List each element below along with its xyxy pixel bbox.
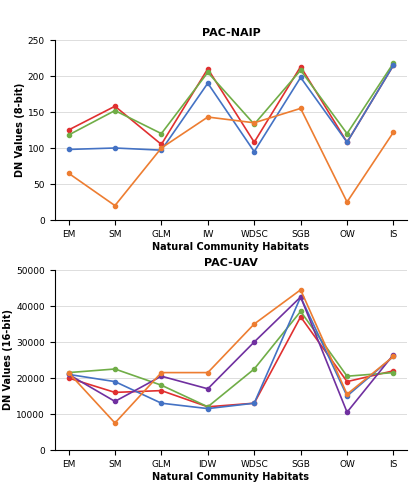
RE xyxy=(298,294,303,300)
NIR xyxy=(344,199,349,205)
G xyxy=(113,366,118,372)
G xyxy=(391,60,396,66)
G xyxy=(66,132,71,138)
RE xyxy=(344,409,349,415)
R xyxy=(205,404,210,410)
G xyxy=(252,121,257,127)
Line: NIR: NIR xyxy=(66,288,396,425)
NIR xyxy=(113,202,118,208)
B xyxy=(298,294,303,300)
G xyxy=(252,366,257,372)
B xyxy=(113,145,118,151)
NIR xyxy=(205,114,210,120)
Title: PAC-NAIP: PAC-NAIP xyxy=(202,28,260,38)
RE xyxy=(205,386,210,392)
G xyxy=(344,130,349,136)
G xyxy=(159,382,164,388)
B xyxy=(205,406,210,411)
X-axis label: Natural Community Habitats: Natural Community Habitats xyxy=(152,472,310,482)
B xyxy=(159,147,164,153)
RE xyxy=(113,398,118,404)
B xyxy=(391,62,396,68)
G xyxy=(205,404,210,410)
Line: R: R xyxy=(66,63,396,146)
Line: NIR: NIR xyxy=(66,106,396,208)
NIR xyxy=(159,370,164,376)
R xyxy=(344,378,349,384)
Legend: R, G, B, NIR: R, G, B, NIR xyxy=(150,279,312,296)
R xyxy=(391,368,396,374)
R xyxy=(66,127,71,133)
B xyxy=(252,400,257,406)
G xyxy=(66,370,71,376)
Y-axis label: DN Values (8-bit): DN Values (8-bit) xyxy=(15,83,25,177)
R xyxy=(113,103,118,109)
R xyxy=(298,314,303,320)
NIR xyxy=(66,370,71,376)
RE xyxy=(159,373,164,379)
NIR xyxy=(66,170,71,176)
NIR xyxy=(298,106,303,112)
B xyxy=(252,148,257,154)
RE xyxy=(66,372,71,378)
X-axis label: Natural Community Habitats: Natural Community Habitats xyxy=(152,242,310,252)
Y-axis label: DN Values (16-bit): DN Values (16-bit) xyxy=(3,310,13,410)
NIR xyxy=(252,321,257,327)
B xyxy=(205,80,210,86)
B xyxy=(344,393,349,399)
B xyxy=(159,400,164,406)
Line: RE: RE xyxy=(66,295,396,414)
NIR xyxy=(252,120,257,126)
G xyxy=(298,308,303,314)
Line: B: B xyxy=(66,63,396,154)
G xyxy=(344,373,349,379)
G xyxy=(159,130,164,136)
R xyxy=(252,139,257,145)
NIR xyxy=(205,370,210,376)
NIR xyxy=(298,287,303,293)
NIR xyxy=(113,420,118,426)
B xyxy=(391,354,396,360)
B xyxy=(113,378,118,384)
R xyxy=(391,62,396,68)
Line: B: B xyxy=(66,295,396,410)
R xyxy=(113,390,118,396)
B xyxy=(344,139,349,145)
R xyxy=(298,64,303,70)
G xyxy=(205,70,210,75)
R xyxy=(66,375,71,381)
R xyxy=(159,388,164,394)
RE xyxy=(391,352,396,358)
Title: PAC-UAV: PAC-UAV xyxy=(204,258,258,268)
NIR xyxy=(391,354,396,360)
R xyxy=(205,66,210,72)
G xyxy=(113,108,118,114)
R xyxy=(159,142,164,148)
NIR xyxy=(159,145,164,151)
Line: G: G xyxy=(66,61,396,137)
Line: R: R xyxy=(66,314,396,409)
R xyxy=(252,400,257,406)
B xyxy=(298,74,303,80)
Line: G: G xyxy=(66,310,396,409)
NIR xyxy=(391,129,396,135)
G xyxy=(298,67,303,73)
G xyxy=(391,370,396,376)
NIR xyxy=(344,391,349,397)
B xyxy=(66,146,71,152)
RE xyxy=(252,339,257,345)
R xyxy=(344,139,349,145)
B xyxy=(66,372,71,378)
